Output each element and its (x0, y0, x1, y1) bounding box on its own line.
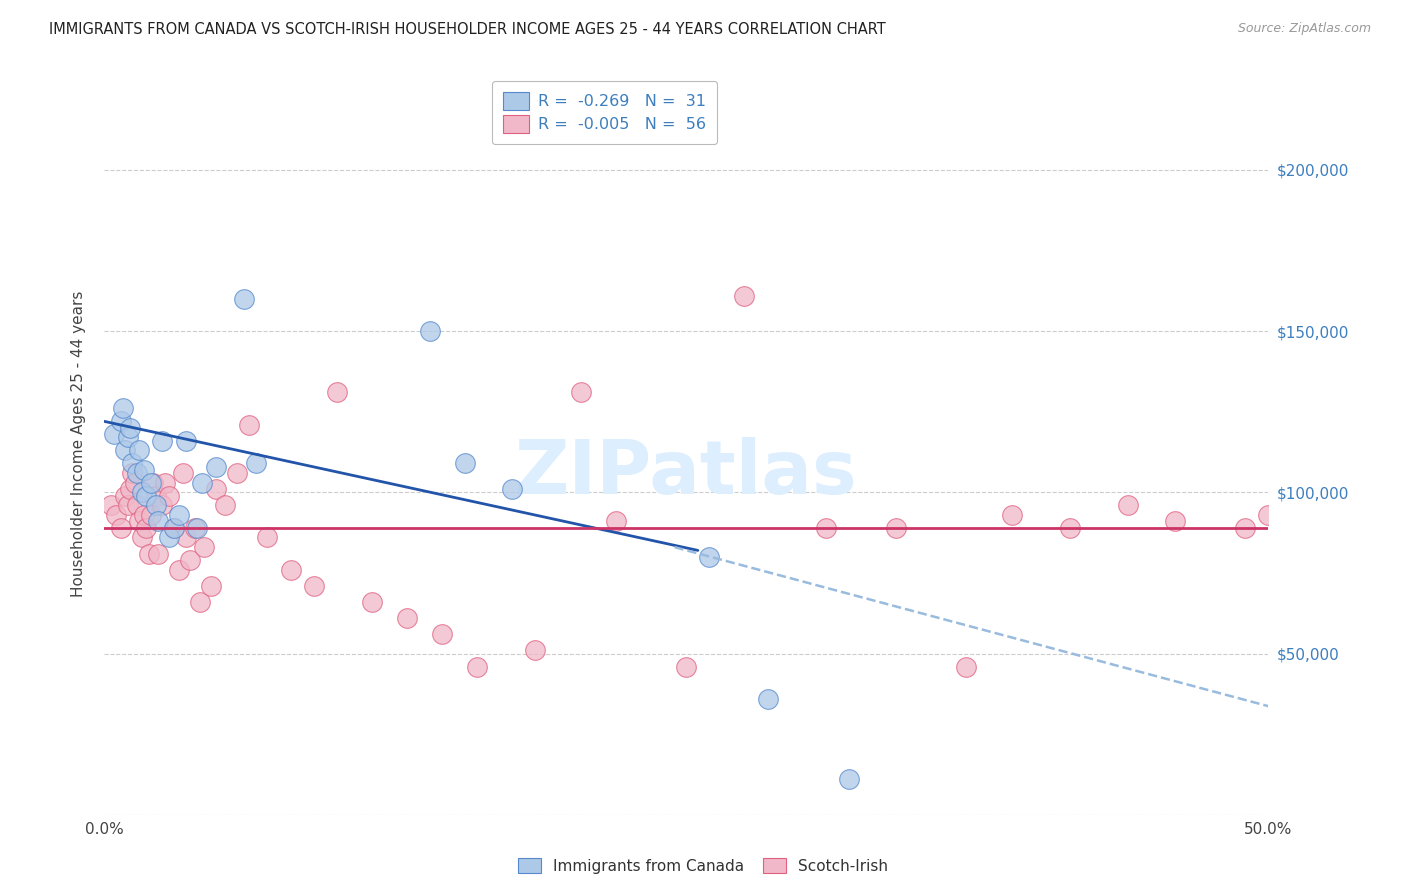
Point (733, 288, 755, 302)
Point (142, 475, 165, 490)
Text: IMMIGRANTS FROM CANADA VS SCOTCH-IRISH HOUSEHOLDER INCOME AGES 25 - 44 YEARS COR: IMMIGRANTS FROM CANADA VS SCOTCH-IRISH H… (49, 22, 886, 37)
Point (675, 659, 697, 673)
Point (118, 421, 141, 435)
Point (159, 531, 181, 545)
Point (238, 417, 260, 432)
Point (152, 434, 174, 448)
Point (145, 489, 167, 503)
Point (153, 475, 176, 490)
Point (167, 563, 190, 577)
Point (117, 430, 139, 444)
Point (571, 385, 593, 400)
Point (193, 540, 215, 554)
Y-axis label: Householder Income Ages 25 - 44 years: Householder Income Ages 25 - 44 years (72, 291, 86, 597)
Point (955, 659, 977, 673)
Point (110, 414, 132, 428)
Point (104, 508, 127, 522)
Point (523, 643, 546, 657)
Text: ZIPatlas: ZIPatlas (515, 437, 858, 510)
Point (111, 401, 134, 416)
Point (179, 553, 201, 567)
Point (1001, 508, 1024, 522)
Point (128, 443, 150, 458)
Point (121, 456, 143, 470)
Point (128, 514, 150, 528)
Point (884, 521, 907, 535)
Point (124, 475, 146, 490)
Point (146, 514, 169, 528)
Point (145, 498, 167, 512)
Legend: Immigrants from Canada, Scotch-Irish: Immigrants from Canada, Scotch-Irish (512, 852, 894, 880)
Point (454, 456, 477, 470)
Point (1118, 498, 1140, 512)
Point (135, 521, 157, 535)
Point (191, 475, 214, 490)
Point (188, 595, 211, 609)
Point (174, 434, 197, 448)
Point (131, 485, 153, 500)
Point (139, 475, 162, 490)
Point (172, 466, 194, 480)
Point (110, 521, 132, 535)
Point (114, 489, 136, 503)
Point (114, 443, 136, 458)
Point (146, 547, 169, 561)
Point (501, 482, 523, 496)
Point (326, 385, 349, 400)
Point (121, 466, 143, 480)
Point (605, 514, 627, 528)
Point (245, 456, 267, 470)
Point (280, 563, 302, 577)
Legend: R =  -0.269   N =  31, R =  -0.005   N =  56: R = -0.269 N = 31, R = -0.005 N = 56 (492, 81, 717, 144)
Point (814, 521, 837, 535)
Point (139, 508, 162, 522)
Point (214, 498, 236, 512)
Point (1059, 521, 1081, 535)
Point (125, 466, 148, 480)
Point (395, 611, 418, 625)
Point (163, 521, 186, 535)
Point (756, 691, 779, 706)
Point (1257, 508, 1279, 522)
Point (184, 521, 207, 535)
Point (205, 482, 228, 496)
Point (135, 489, 157, 503)
Point (186, 521, 208, 535)
Point (256, 531, 278, 545)
Point (302, 579, 325, 593)
Point (117, 498, 139, 512)
Text: Source: ZipAtlas.com: Source: ZipAtlas.com (1237, 22, 1371, 36)
Point (430, 627, 453, 641)
Point (1233, 521, 1256, 535)
Point (125, 498, 148, 512)
Point (205, 459, 228, 474)
Point (138, 547, 160, 561)
Point (100, 498, 122, 512)
Point (174, 531, 197, 545)
Point (200, 579, 222, 593)
Point (118, 482, 141, 496)
Point (699, 549, 721, 564)
Point (361, 595, 384, 609)
Point (226, 466, 249, 480)
Point (132, 463, 155, 477)
Point (152, 498, 174, 512)
Point (167, 508, 190, 522)
Point (132, 508, 155, 522)
Point (1164, 514, 1187, 528)
Point (103, 427, 125, 442)
Point (163, 521, 186, 535)
Point (838, 772, 860, 787)
Point (131, 531, 153, 545)
Point (465, 659, 488, 673)
Point (419, 324, 441, 338)
Point (159, 489, 181, 503)
Point (233, 292, 256, 306)
